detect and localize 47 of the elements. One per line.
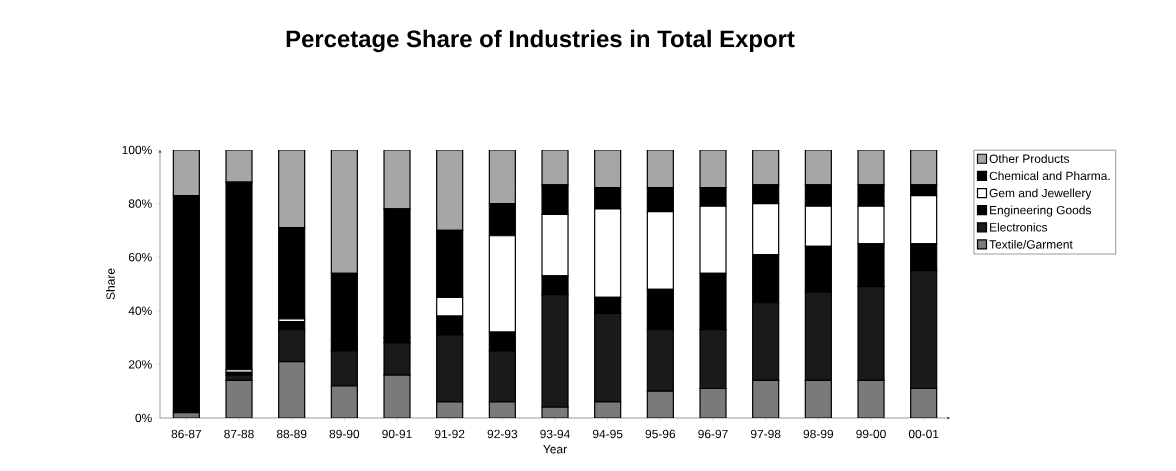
bar: [278, 149, 306, 229]
x-tick-label: 97-98: [750, 429, 781, 439]
bar: [278, 361, 306, 418]
y-tick-label: 100%: [122, 145, 152, 155]
x-tick-label: 91-92: [434, 429, 465, 439]
bar: [436, 149, 464, 231]
legend-label: Gem and Jewellery: [989, 188, 1092, 200]
bar: [330, 385, 358, 418]
x-tick-label: 87-88: [224, 429, 254, 439]
bar: [488, 149, 516, 205]
bar: [594, 149, 622, 189]
bar: [804, 149, 832, 186]
x-tick-label: 90-91: [382, 429, 412, 439]
x-tick-label: 98-99: [803, 429, 834, 439]
x-tick-label: 86-87: [171, 429, 202, 439]
legend-label: Electronics: [990, 222, 1048, 232]
legend-label: Textile/Garment: [989, 239, 1073, 249]
bar: [804, 379, 832, 418]
x-tick-label: 00-01: [908, 429, 939, 439]
x-tick-label: 92-93: [487, 429, 518, 439]
y-tick-label: 60%: [128, 252, 152, 262]
y-tick-label: 0%: [135, 413, 152, 423]
chart-title: Percetage Share of Industries in Total Export: [286, 29, 795, 53]
x-tick-label: 94-95: [592, 429, 623, 439]
x-tick-label: 99-00: [856, 429, 886, 439]
y-axis-title: Share: [106, 268, 115, 300]
legend-label: Engineering Goods: [990, 205, 1091, 217]
x-axis-title: Year: [543, 445, 567, 454]
bar: [910, 149, 938, 186]
y-tick-label: 20%: [128, 360, 152, 369]
x-tick-label: 88-89: [276, 429, 307, 439]
bar: [910, 387, 938, 418]
bar: [330, 149, 358, 274]
bar: [646, 390, 674, 418]
bar: [752, 149, 780, 186]
x-tick-label: 96-97: [698, 429, 728, 439]
legend-label: Chemical and Pharma.: [989, 171, 1110, 181]
x-tick-label: 93-94: [540, 429, 570, 439]
y-tick-label: 40%: [128, 306, 152, 316]
bar: [646, 149, 674, 189]
x-tick-label: 95-96: [645, 429, 676, 439]
legend-label: Other Products: [989, 154, 1070, 163]
bar: [225, 374, 253, 382]
bar: [172, 149, 200, 197]
x-tick-label: 89-90: [329, 429, 360, 439]
bar: [752, 379, 780, 418]
y-tick-label: 80%: [128, 199, 152, 208]
